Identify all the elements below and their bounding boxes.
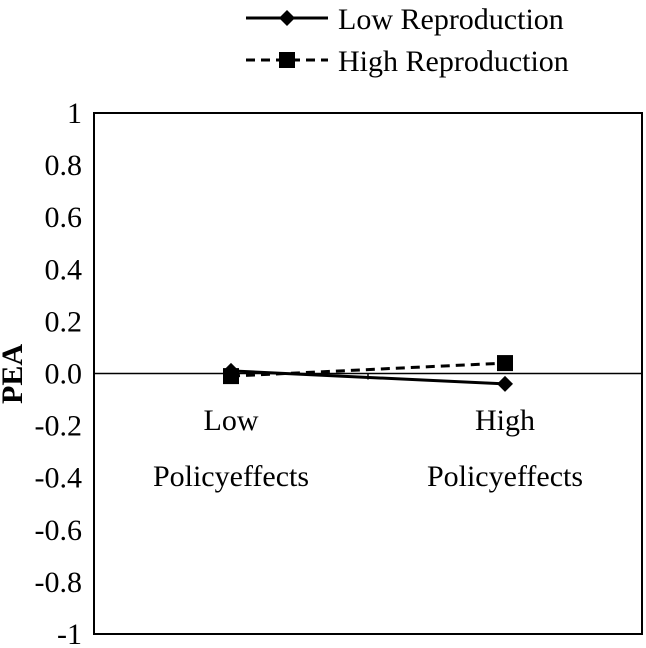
y-tick-label: 0.2 bbox=[45, 305, 83, 338]
legend-item: Low Reproduction bbox=[246, 3, 564, 36]
y-tick-label: -0.4 bbox=[35, 462, 83, 495]
x-category-label: High bbox=[475, 404, 535, 437]
y-tick-label: 0.8 bbox=[45, 149, 83, 182]
legend-marker bbox=[279, 52, 295, 68]
y-tick-label: -0.6 bbox=[35, 514, 83, 547]
y-tick-label: 0.6 bbox=[45, 201, 83, 234]
legend-item: High Reproduction bbox=[246, 45, 569, 78]
series-line bbox=[230, 361, 506, 378]
legend: Low Reproduction High Reproduction bbox=[246, 3, 569, 78]
series-high-reproduction bbox=[223, 355, 513, 385]
y-tick-label: 1 bbox=[67, 97, 82, 130]
data-point-marker bbox=[223, 368, 239, 385]
y-axis-tick-labels: 1 0.8 0.6 0.4 0.2 0.0 -0.2 -0.4 -0.6 -0.8 -1 bbox=[35, 97, 83, 648]
x-category-label: Low bbox=[204, 404, 259, 437]
y-tick-label: -0.2 bbox=[35, 410, 83, 443]
y-tick-label: 0.4 bbox=[45, 253, 83, 286]
legend-label: Low Reproduction bbox=[338, 3, 564, 36]
series-layer bbox=[223, 355, 513, 392]
x-category-label: Policyeffects bbox=[153, 460, 309, 493]
legend-marker bbox=[279, 10, 295, 26]
y-tick-label: -1 bbox=[57, 618, 82, 648]
x-axis-category-labels: Low Policyeffects High Policyeffects bbox=[153, 404, 583, 493]
data-point-marker bbox=[497, 375, 513, 392]
y-tick-label: -0.8 bbox=[35, 566, 83, 599]
x-category-label: Policyeffects bbox=[427, 460, 583, 493]
y-tick-label: 0.0 bbox=[45, 358, 83, 391]
series-low-reproduction bbox=[223, 362, 513, 392]
data-point-marker bbox=[497, 355, 513, 372]
legend-label: High Reproduction bbox=[338, 45, 569, 78]
y-axis-label: PEA bbox=[0, 344, 29, 404]
